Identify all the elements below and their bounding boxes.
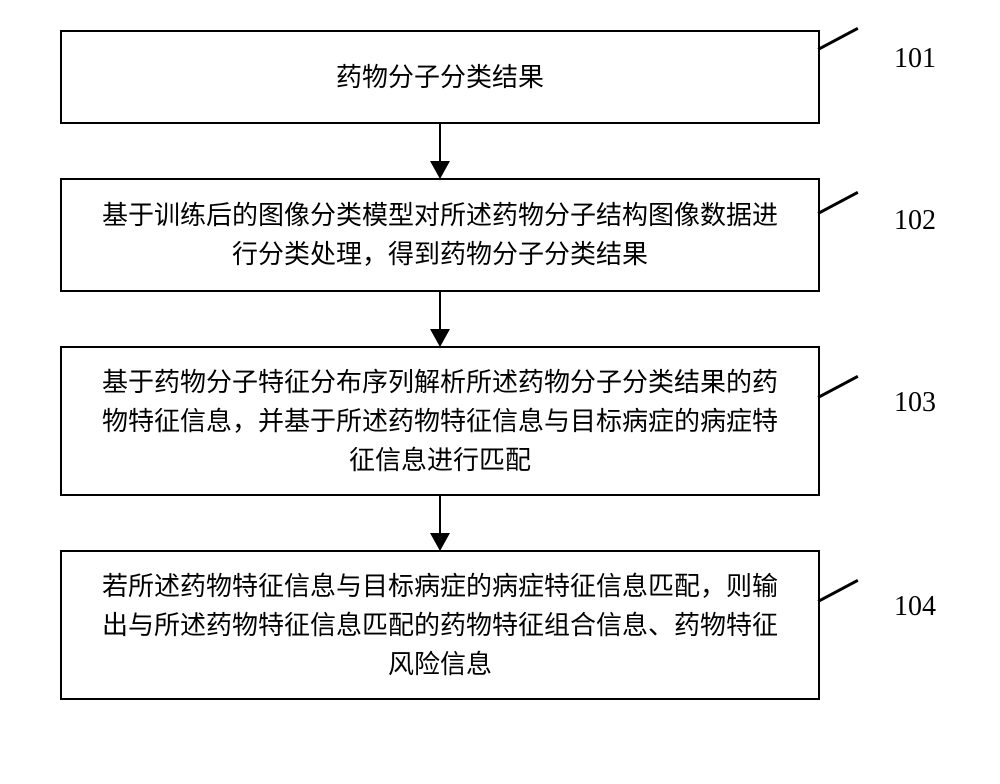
flowchart-container: 药物分子分类结果101基于训练后的图像分类模型对所述药物分子结构图像数据进行分类…: [60, 30, 940, 700]
flow-node-n2: 基于训练后的图像分类模型对所述药物分子结构图像数据进行分类处理，得到药物分子分类…: [60, 178, 820, 292]
arrow-shaft: [439, 496, 442, 536]
flow-node-label: 104: [894, 586, 936, 628]
arrow-head-icon: [430, 161, 450, 179]
label-tick: [817, 579, 858, 602]
arrow-shaft: [439, 292, 442, 332]
arrow-shaft: [439, 124, 442, 164]
flow-node-label: 101: [894, 38, 936, 80]
flow-node-label: 102: [894, 200, 936, 242]
flow-node-text: 基于训练后的图像分类模型对所述药物分子结构图像数据进行分类处理，得到药物分子分类…: [92, 196, 788, 274]
label-tick: [817, 191, 858, 214]
label-tick: [817, 27, 858, 50]
flow-node-n3: 基于药物分子特征分布序列解析所述药物分子分类结果的药物特征信息，并基于所述药物特…: [60, 346, 820, 496]
flow-node-n4: 若所述药物特征信息与目标病症的病症特征信息匹配，则输出与所述药物特征信息匹配的药…: [60, 550, 820, 700]
flow-node-text: 若所述药物特征信息与目标病症的病症特征信息匹配，则输出与所述药物特征信息匹配的药…: [92, 567, 788, 684]
flow-node-label: 103: [894, 382, 936, 424]
flow-node-text: 药物分子分类结果: [336, 58, 544, 97]
arrow-head-icon: [430, 533, 450, 551]
flow-node-text: 基于药物分子特征分布序列解析所述药物分子分类结果的药物特征信息，并基于所述药物特…: [92, 363, 788, 480]
flow-node-n1: 药物分子分类结果101: [60, 30, 820, 124]
flow-arrow: [60, 292, 820, 346]
flow-arrow: [60, 496, 820, 550]
label-tick: [817, 375, 858, 398]
flow-arrow: [60, 124, 820, 178]
arrow-head-icon: [430, 329, 450, 347]
